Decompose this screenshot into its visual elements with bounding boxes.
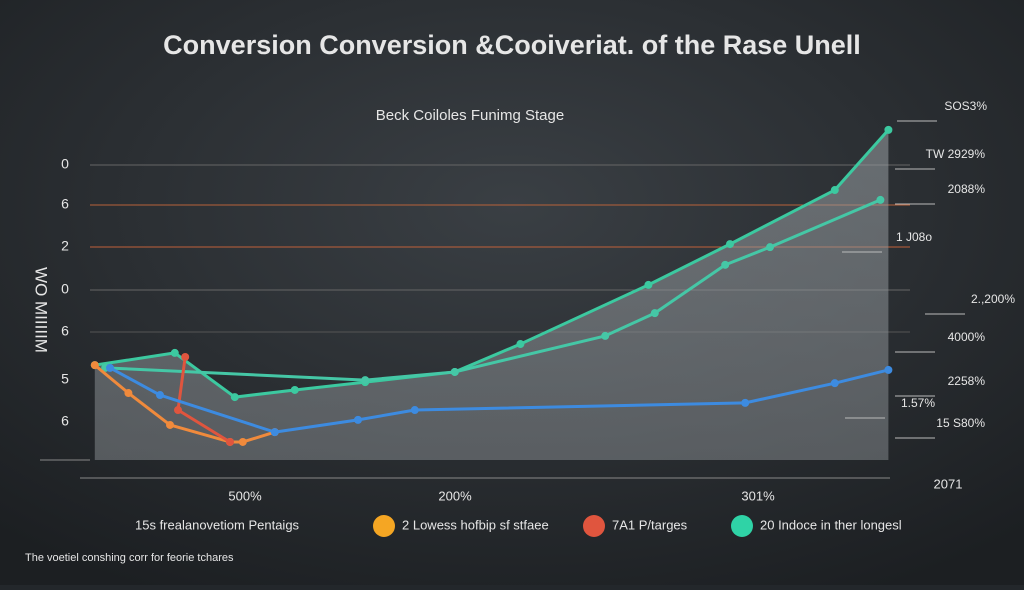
legend-swatch	[583, 515, 605, 537]
right-label: TW 2929%	[926, 147, 986, 161]
point	[601, 331, 610, 340]
point	[516, 340, 525, 349]
x-label: 301%	[741, 488, 775, 503]
right-label: 2.,200%	[971, 292, 1015, 306]
point	[106, 363, 114, 372]
right-label: 1 J08o	[896, 230, 932, 244]
point	[830, 186, 839, 195]
area	[94, 129, 889, 461]
point	[876, 195, 885, 204]
right-label: SOS3%	[944, 99, 987, 113]
point	[226, 437, 234, 446]
point	[650, 309, 659, 318]
point	[181, 352, 190, 361]
point	[354, 415, 362, 424]
legend-swatch	[373, 515, 395, 537]
point	[270, 428, 279, 437]
point	[156, 391, 164, 400]
point	[230, 393, 239, 402]
point	[361, 376, 370, 385]
left-label: 5	[61, 371, 69, 387]
point	[124, 389, 133, 398]
right-label: 2258%	[948, 374, 986, 388]
legend-label: 20 Indoce in ther longesl	[760, 517, 902, 532]
point	[884, 365, 893, 374]
series-line	[105, 198, 881, 382]
left-label: 6	[61, 413, 69, 429]
point	[166, 420, 174, 429]
point	[741, 398, 750, 407]
footer: The voetiel conshing corr for feorie tch…	[25, 552, 234, 564]
y-axis-label: WO MIIIIIM	[32, 267, 51, 353]
legend-swatch	[731, 515, 753, 537]
point	[170, 348, 179, 357]
legend-label: 2 Lowess hofbip sf stfaee	[402, 517, 549, 532]
right-label: 15 S80%	[936, 416, 985, 430]
left-label: 0	[61, 156, 69, 172]
legend-label: 15s frealanovetiom Pentaigs	[135, 517, 300, 532]
x-label: 2071	[934, 476, 963, 491]
point	[726, 240, 734, 249]
point	[410, 406, 419, 415]
chart-subtitle: Beck Coiloles Funimg Stage	[376, 107, 564, 124]
chart-title: Conversion Conversion &Cooiveriat. of th…	[163, 30, 861, 60]
point	[238, 437, 247, 446]
left-label: 2	[61, 238, 69, 254]
series-line	[93, 363, 276, 444]
right-label: 2088%	[948, 182, 986, 196]
point	[174, 406, 182, 415]
point	[290, 385, 299, 394]
point	[644, 280, 653, 289]
point	[90, 361, 99, 370]
point	[766, 243, 774, 252]
point	[884, 125, 893, 134]
left-label: 0	[61, 281, 69, 297]
x-label: 200%	[438, 488, 472, 503]
point	[450, 367, 459, 376]
x-label: 500%	[228, 488, 262, 503]
right-label: 1.57%	[901, 396, 935, 410]
left-label: 6	[61, 323, 69, 339]
point	[830, 379, 839, 388]
legend-label: 7A1 P/targes	[612, 517, 688, 532]
point	[721, 260, 730, 269]
left-label: 6	[61, 196, 69, 212]
series-line	[109, 366, 889, 434]
right-label: 4000%	[948, 330, 986, 344]
